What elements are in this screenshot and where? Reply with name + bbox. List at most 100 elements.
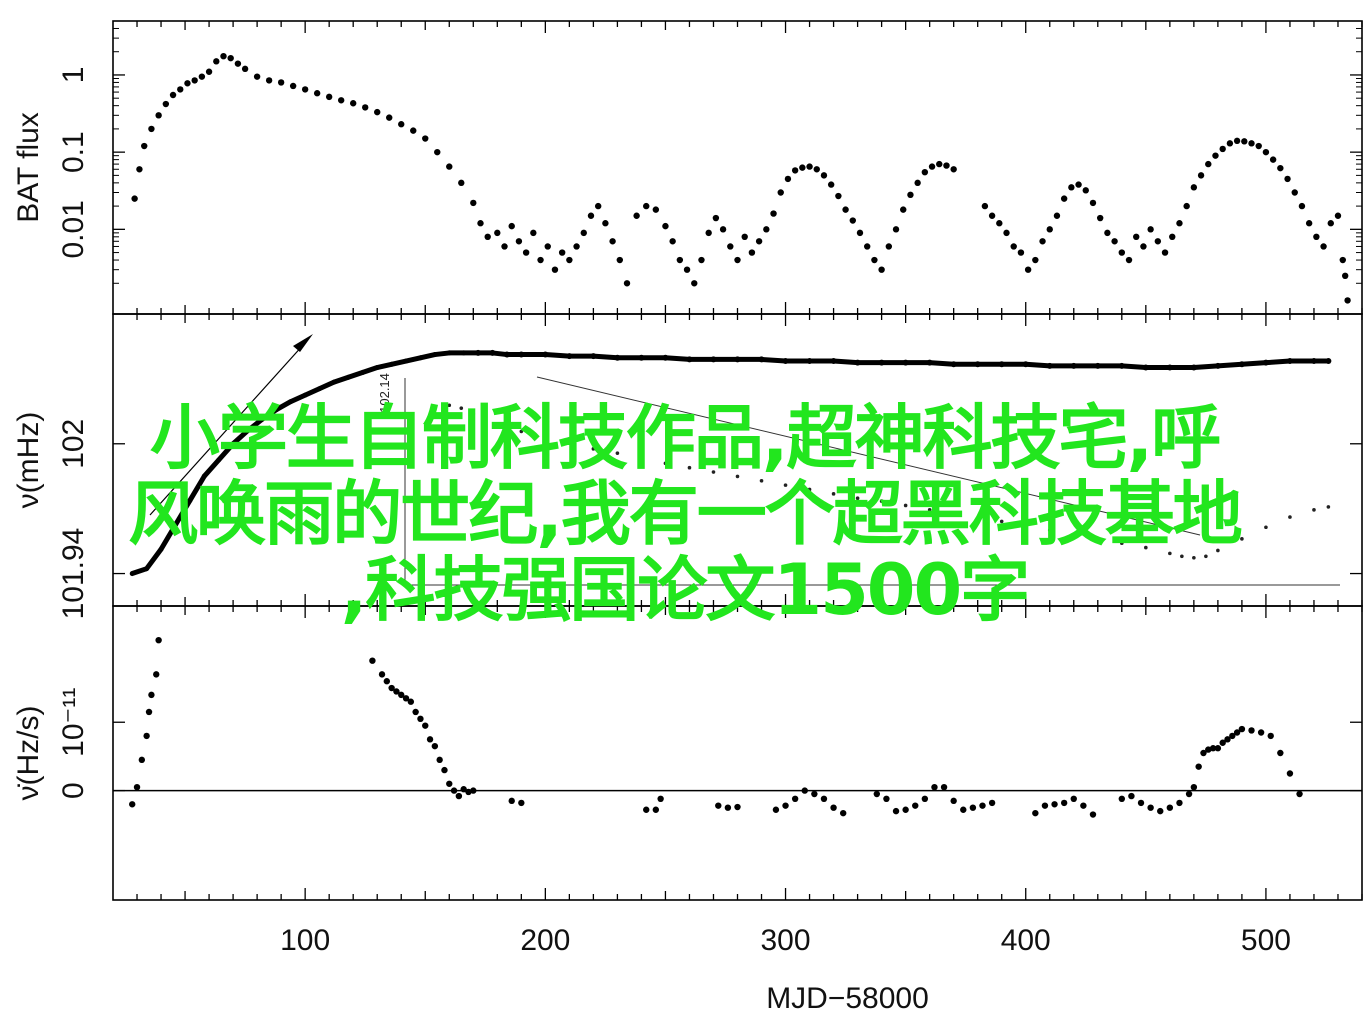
inset-data-point (687, 465, 692, 470)
inset-data-point (927, 508, 932, 512)
data-point (883, 795, 890, 803)
data-point (441, 766, 448, 774)
data-point (289, 82, 297, 90)
data-point (1284, 175, 1291, 183)
data-point (503, 351, 510, 358)
data-point (602, 220, 609, 227)
data-point (393, 688, 400, 695)
series-segment (1239, 360, 1269, 367)
data-point (1238, 725, 1246, 733)
data-point (362, 104, 369, 111)
inset-data-point (1168, 551, 1172, 556)
data-point (791, 795, 799, 803)
panel-frame (112, 605, 1363, 901)
series-segment (302, 386, 323, 398)
data-point (806, 163, 813, 170)
data-point (950, 797, 957, 805)
data-point (950, 166, 957, 173)
data-point (662, 354, 669, 361)
data-point (921, 168, 929, 176)
data-point (981, 202, 989, 210)
data-point (960, 806, 967, 813)
data-point (544, 243, 551, 250)
panel-frequency-derivative: 0 10⁻¹¹ ν̇(Hz/s) (12, 605, 1363, 901)
data-point (1255, 142, 1262, 150)
data-point (662, 222, 669, 230)
data-point (1190, 364, 1197, 371)
y-tick-label: 0.01 (57, 200, 90, 258)
inset-data-point (879, 499, 884, 503)
panel-frequency: 101.94 102 ν(mHz) 102.14 (12, 313, 1363, 619)
data-point (537, 256, 544, 264)
data-point (398, 121, 405, 128)
data-point (1209, 745, 1217, 752)
inset-data-point (1095, 537, 1100, 541)
data-point (1157, 807, 1164, 815)
data-point (184, 80, 191, 87)
data-point (566, 256, 573, 264)
data-point (912, 802, 919, 809)
data-point (1205, 160, 1212, 168)
data-point (1176, 220, 1183, 227)
data-point (1224, 736, 1231, 743)
data-point (609, 238, 616, 245)
data-point (683, 266, 691, 273)
data-point (1286, 770, 1294, 777)
data-point (921, 795, 929, 803)
data-point (936, 160, 943, 168)
data-point (402, 695, 410, 702)
data-point (820, 795, 828, 803)
data-point (446, 163, 453, 170)
data-point (1233, 137, 1241, 145)
data-point (1200, 749, 1207, 757)
data-point (133, 783, 141, 791)
x-tick-label: 400 (1001, 924, 1051, 957)
data-point (842, 206, 849, 213)
data-point (811, 790, 818, 798)
inset-data-point (1047, 528, 1052, 532)
inset-data-point (1264, 525, 1268, 530)
data-point (1313, 233, 1320, 241)
data-point (470, 787, 477, 794)
series-segment (187, 473, 207, 504)
data-point (143, 732, 150, 740)
series-segment (144, 546, 164, 572)
data-point (691, 280, 698, 287)
data-point (1277, 749, 1284, 757)
data-point (1197, 172, 1205, 179)
series-segment (542, 352, 572, 359)
data-point (931, 783, 938, 791)
series-segment (927, 360, 957, 367)
data-point (155, 636, 162, 644)
data-point (508, 797, 515, 805)
data-point (412, 708, 419, 716)
data-point (1219, 145, 1226, 153)
data-point (388, 684, 395, 692)
data-point (1118, 362, 1125, 369)
data-point (1233, 729, 1241, 736)
data-point (705, 229, 712, 237)
data-point (878, 266, 885, 273)
data-point (1140, 243, 1147, 250)
data-point (643, 202, 650, 210)
data-point (849, 217, 856, 224)
data-point (835, 192, 842, 200)
overlay-line-1: 小学生自制科技作品,超神科技宅,呼 (149, 397, 1221, 479)
data-point (1070, 362, 1077, 369)
inset-data-point (1180, 554, 1184, 559)
data-point (839, 809, 847, 817)
data-point (1325, 358, 1332, 365)
inset-data-point (1326, 505, 1331, 509)
data-point (325, 93, 333, 101)
data-point (191, 77, 198, 84)
data-point (136, 166, 143, 173)
data-point (1118, 249, 1126, 256)
series-segment (590, 353, 620, 361)
data-point (1111, 238, 1118, 245)
data-point (1154, 238, 1162, 245)
series-segment (172, 498, 193, 528)
data-point (494, 229, 501, 237)
data-point (1060, 195, 1068, 202)
data-point (1190, 783, 1198, 791)
data-point (873, 790, 881, 798)
